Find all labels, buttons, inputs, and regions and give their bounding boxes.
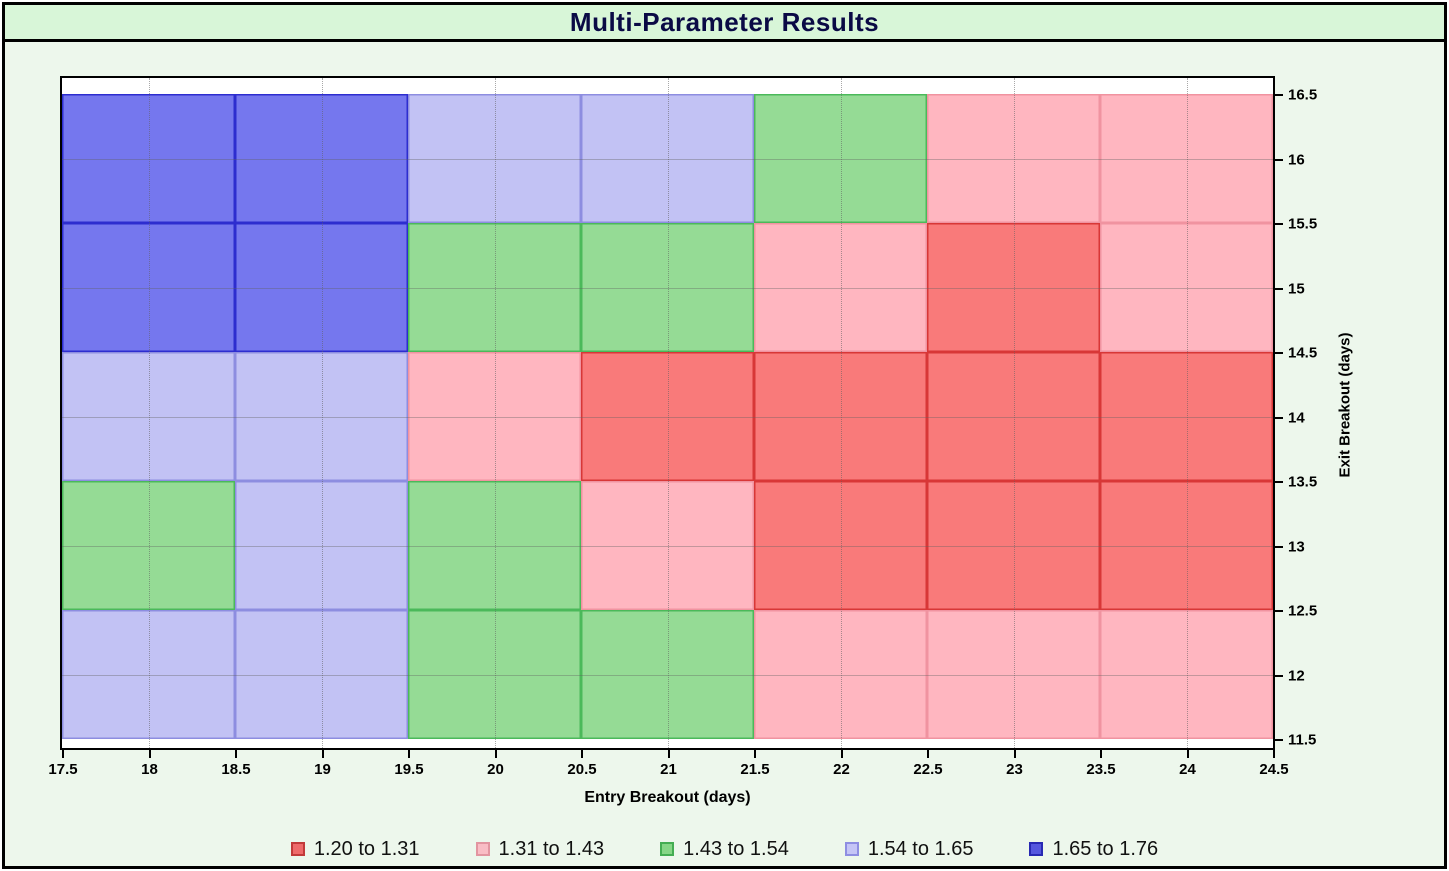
x-tick-label: 18.5 <box>221 761 251 778</box>
legend-label: 1.31 to 1.43 <box>498 837 605 860</box>
y-tick-label: 13.5 <box>1288 473 1318 491</box>
x-tick-label: 19.5 <box>394 761 424 778</box>
vertical-gridline <box>667 78 669 748</box>
x-tick-label: 24.5 <box>1259 761 1289 778</box>
y-tick-label: 14.5 <box>1288 344 1318 362</box>
y-tick-mark <box>1275 610 1283 612</box>
horizontal-gridline <box>62 287 1273 289</box>
horizontal-gridline <box>62 416 1273 418</box>
legend-label: 1.54 to 1.65 <box>867 837 974 860</box>
legend-swatch-icon <box>1029 842 1044 856</box>
gridlines <box>62 78 1273 748</box>
vertical-gridline <box>494 78 496 748</box>
legend-item: 1.54 to 1.65 <box>844 837 974 861</box>
x-tick-mark <box>754 750 756 758</box>
horizontal-gridline <box>62 158 1273 160</box>
y-tick-label: 16 <box>1288 151 1305 168</box>
vertical-gridline <box>1186 78 1188 748</box>
legend-label: 1.43 to 1.54 <box>683 837 789 860</box>
x-tick-label: 22.5 <box>913 761 943 778</box>
y-tick-label: 12 <box>1288 667 1305 684</box>
x-tick-mark <box>1186 750 1189 758</box>
x-tick-label: 24 <box>1179 761 1196 778</box>
x-tick-mark <box>235 750 237 758</box>
y-tick-mark <box>1275 674 1283 677</box>
y-tick-label: 13 <box>1288 538 1305 555</box>
legend-swatch-icon <box>844 842 859 856</box>
legend-label: 1.65 to 1.76 <box>1052 837 1159 860</box>
x-tick-mark <box>1100 750 1102 758</box>
horizontal-gridline <box>62 545 1273 547</box>
legend-item: 1.20 to 1.31 <box>290 837 420 861</box>
x-tick-label: 21.5 <box>740 761 770 778</box>
x-tick-mark <box>408 750 410 758</box>
y-tick-mark <box>1275 481 1283 483</box>
y-tick-mark <box>1275 545 1283 548</box>
y-tick-mark <box>1275 223 1283 225</box>
y-tick-label: 15 <box>1288 280 1305 297</box>
x-tick-label: 18 <box>141 761 158 778</box>
legend-swatch-icon <box>290 842 305 856</box>
x-tick-label: 20 <box>487 761 504 778</box>
x-tick-mark <box>1013 750 1016 758</box>
x-tick-mark <box>1273 750 1275 758</box>
legend: 1.20 to 1.31 1.31 to 1.43 1.43 to 1.54 1.54… <box>5 833 1444 865</box>
y-tick-mark <box>1275 158 1283 161</box>
x-tick-label: 23 <box>1006 761 1023 778</box>
x-tick-mark <box>62 750 64 758</box>
y-tick-mark <box>1275 287 1283 290</box>
page-title: Multi-Parameter Results <box>569 6 880 37</box>
x-tick-mark <box>927 750 929 758</box>
legend-swatch-icon <box>475 842 490 856</box>
x-tick-label: 22 <box>833 761 850 778</box>
legend-item: 1.31 to 1.43 <box>475 837 605 861</box>
x-tick-mark <box>840 750 843 758</box>
x-tick-mark <box>148 750 151 758</box>
x-tick-mark <box>321 750 324 758</box>
legend-label: 1.20 to 1.31 <box>313 837 420 860</box>
x-tick-label: 21 <box>660 761 677 778</box>
legend-swatch-icon <box>660 842 675 856</box>
x-tick-mark <box>581 750 583 758</box>
x-tick-mark <box>494 750 497 758</box>
vertical-gridline <box>840 78 842 748</box>
vertical-gridline <box>321 78 323 748</box>
legend-item: 1.65 to 1.76 <box>1029 838 1158 861</box>
x-axis-title: Entry Breakout (days) <box>584 789 751 806</box>
title-bar: Multi-Parameter Results <box>5 5 1444 42</box>
x-tick-mark <box>667 750 670 758</box>
x-tick-label: 19 <box>314 761 331 778</box>
x-tick-label: 23.5 <box>1086 761 1116 778</box>
y-tick-label: 14 <box>1288 409 1305 426</box>
y-tick-label: 12.5 <box>1288 602 1318 620</box>
legend-item: 1.43 to 1.54 <box>660 838 789 861</box>
vertical-gridline <box>148 78 150 748</box>
y-tick-label: 16.5 <box>1288 86 1318 104</box>
y-tick-mark <box>1275 94 1283 96</box>
y-tick-label: 15.5 <box>1288 215 1318 233</box>
y-tick-label: 11.5 <box>1288 731 1317 749</box>
y-axis-title: Exit Breakout (days) <box>1336 332 1354 478</box>
plot-area <box>60 76 1275 750</box>
y-tick-mark <box>1275 352 1283 354</box>
y-tick-mark <box>1275 416 1283 419</box>
y-tick-mark <box>1275 739 1283 741</box>
x-tick-label: 17.5 <box>48 761 78 778</box>
x-tick-label: 20.5 <box>567 761 597 778</box>
vertical-gridline <box>1013 78 1015 748</box>
horizontal-gridline <box>62 674 1273 676</box>
